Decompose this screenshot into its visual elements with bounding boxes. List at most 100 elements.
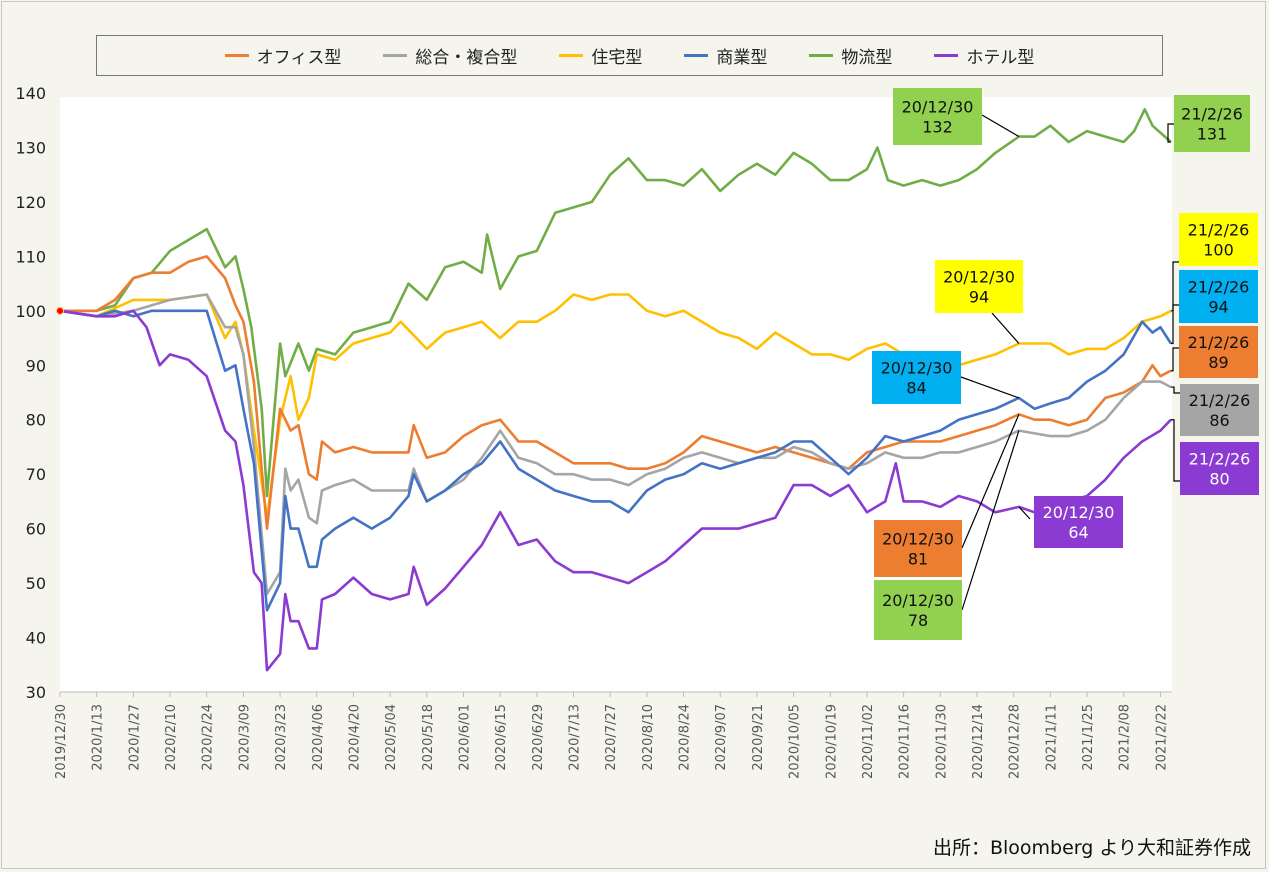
annotation-box [1179,270,1258,323]
annotation-box [872,351,961,404]
legend-item-diversified: 総合・複合型 [383,43,517,68]
plot-area [60,97,1172,692]
x-tick-label: 2020/11/02 [861,704,876,779]
annotation-value: 94 [969,288,989,307]
x-tick-label: 2020/1/13 [91,704,106,771]
annotation-leader-line [981,114,1020,138]
annotation-value: 81 [908,550,928,569]
legend-label: オフィス型 [256,48,342,68]
annotation-date: 20/12/30 [882,591,954,610]
annotation-value: 132 [922,118,953,137]
legend-item-logistics: 物流型 [809,43,892,68]
x-tick-label: 2020/10/05 [788,704,803,779]
series-line-4 [60,108,1172,498]
y-tick-label: 80 [26,411,46,430]
annotation-box [874,520,962,577]
annotation-date: 20/12/30 [881,359,953,378]
y-tick-label: 70 [26,465,46,484]
annotation-date: 21/2/26 [1189,391,1251,410]
x-tick-label: 2020/5/18 [421,704,436,771]
annotation-value: 86 [1209,411,1229,430]
legend-label: 物流型 [841,48,893,68]
annotation-leader-line [1170,261,1179,312]
x-tick-label: 2020/8/24 [678,704,693,771]
x-tick-label: 2021/2/08 [1118,704,1133,771]
x-tick-label: 2019/12/30 [54,704,69,779]
x-tick-label: 2020/4/20 [347,704,362,771]
x-tick-label: 2020/12/14 [971,704,986,779]
annotation-box [1180,384,1259,436]
x-tick-label: 2020/6/29 [531,704,546,771]
legend-swatch [383,54,408,57]
y-tick-label: 50 [26,574,46,593]
x-tick-label: 2021/1/25 [1081,704,1096,771]
legend-label: ホテル型 [966,48,1035,68]
annotation-leader-line [1018,506,1031,520]
x-tick-label: 2020/1/27 [127,704,142,771]
annotation-value: 131 [1197,125,1228,144]
series-line-2 [59,293,1172,519]
x-tick-label: 2020/6/15 [494,704,509,771]
x-tick-label: 2020/8/10 [641,704,656,771]
x-tick-label: 2020/9/07 [714,704,729,771]
series-line-0 [60,255,1172,530]
x-tick-label: 2021/1/11 [1044,704,1059,771]
x-tick-label: 2020/9/21 [751,704,766,771]
annotation-leader-line [961,430,1020,611]
y-tick-label: 100 [15,302,46,321]
annotation-date: 21/2/26 [1188,333,1250,352]
annotation-leader-line [960,376,1020,399]
annotation-value: 94 [1208,298,1228,317]
legend-item-office: オフィス型 [224,43,342,68]
legend-swatch [224,54,249,57]
series-line-3 [59,309,1172,612]
y-tick-label: 130 [15,138,46,157]
legend-swatch [559,54,584,57]
annotation-date: 20/12/30 [943,268,1015,287]
annotation-date: 21/2/26 [1188,278,1250,297]
y-tick-label: 60 [26,520,46,539]
x-tick-label: 2020/6/01 [457,704,472,771]
legend-item-residential: 住宅型 [559,43,642,68]
annotation-box [935,260,1023,313]
annotation-leader-line [1170,386,1180,394]
annotation-leader-line [1170,304,1179,345]
annotation-value: 100 [1203,241,1234,260]
annotation-date: 21/2/26 [1188,221,1250,240]
series-line-5 [59,309,1172,672]
annotation-leader-line [961,414,1020,549]
x-tick-label: 2020/7/27 [604,704,619,771]
legend-label: 商業型 [716,48,768,68]
x-tick-label: 2020/11/30 [934,704,949,779]
y-tick-label: 30 [26,683,46,702]
legend-label: 総合・複合型 [415,48,518,68]
annotation-leader-line [1170,419,1180,482]
legend-swatch [934,54,959,57]
x-tick-label: 2020/2/24 [201,704,216,771]
annotation-box [874,580,962,640]
y-tick-label: 140 [15,84,46,103]
annotation-leader-line [991,312,1020,344]
x-tick-label: 2020/2/10 [164,704,179,771]
x-tick-label: 2020/3/23 [274,704,289,771]
annotation-value: 64 [1068,523,1088,542]
annotation-date: 21/2/26 [1181,105,1243,124]
y-tick-label: 40 [26,629,46,648]
annotation-date: 21/2/26 [1189,450,1251,469]
legend-item-retail: 商業型 [684,43,767,68]
annotation-value: 78 [908,611,928,630]
start-point-marker [56,306,64,315]
y-tick-label: 120 [15,193,46,212]
y-tick-label: 110 [15,247,46,266]
